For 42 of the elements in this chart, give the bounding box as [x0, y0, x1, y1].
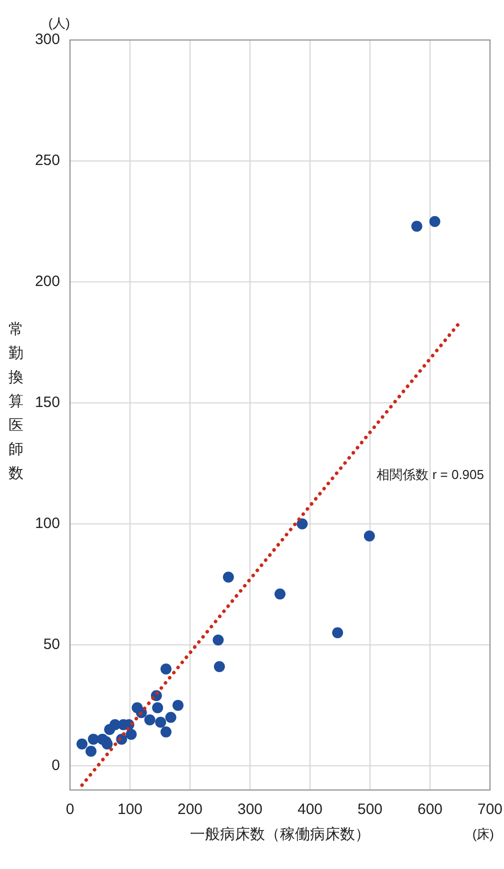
annotation: 相関係数 r = 0.905 — [376, 466, 484, 482]
point — [126, 728, 137, 740]
point — [76, 738, 88, 750]
point — [155, 716, 166, 728]
x-tick-label: 100 — [117, 800, 143, 818]
point — [132, 702, 143, 714]
y-tick-label: 150 — [34, 394, 60, 411]
x-tick-label: 200 — [177, 800, 203, 818]
x-tick-label: 400 — [297, 800, 323, 818]
point — [222, 572, 234, 583]
point — [429, 216, 440, 227]
y-tick-label: 300 — [34, 30, 60, 48]
y-tick-label: 250 — [34, 152, 60, 169]
y-axis-title: 常勤換算医師数 — [8, 320, 24, 482]
y-tick-label: 0 — [52, 756, 60, 774]
point — [152, 702, 164, 714]
text: (人) — [48, 15, 70, 30]
point — [165, 712, 176, 723]
x-tick-label: 300 — [237, 800, 263, 818]
point — [86, 746, 96, 757]
point — [212, 634, 224, 646]
x-axis-title: 一般病床数（稼働病床数） — [190, 826, 370, 843]
point — [332, 627, 344, 638]
y-tick-label: 200 — [34, 272, 60, 290]
point — [172, 700, 184, 711]
text: (床) — [472, 826, 494, 842]
point — [274, 588, 286, 600]
y-tick-label: 100 — [34, 514, 60, 532]
x-tick-label: 600 — [417, 800, 443, 818]
x-tick-label: 500 — [357, 800, 383, 818]
point — [411, 220, 422, 232]
point — [214, 661, 225, 672]
point — [160, 726, 172, 738]
point — [364, 530, 375, 542]
point — [144, 714, 156, 726]
point — [88, 734, 99, 745]
x-tick-label: 0 — [66, 800, 74, 818]
point — [104, 724, 116, 736]
point — [160, 664, 172, 675]
y-tick-label: 50 — [43, 636, 60, 653]
x-tick-label: 700 — [477, 800, 503, 818]
point — [296, 518, 308, 530]
